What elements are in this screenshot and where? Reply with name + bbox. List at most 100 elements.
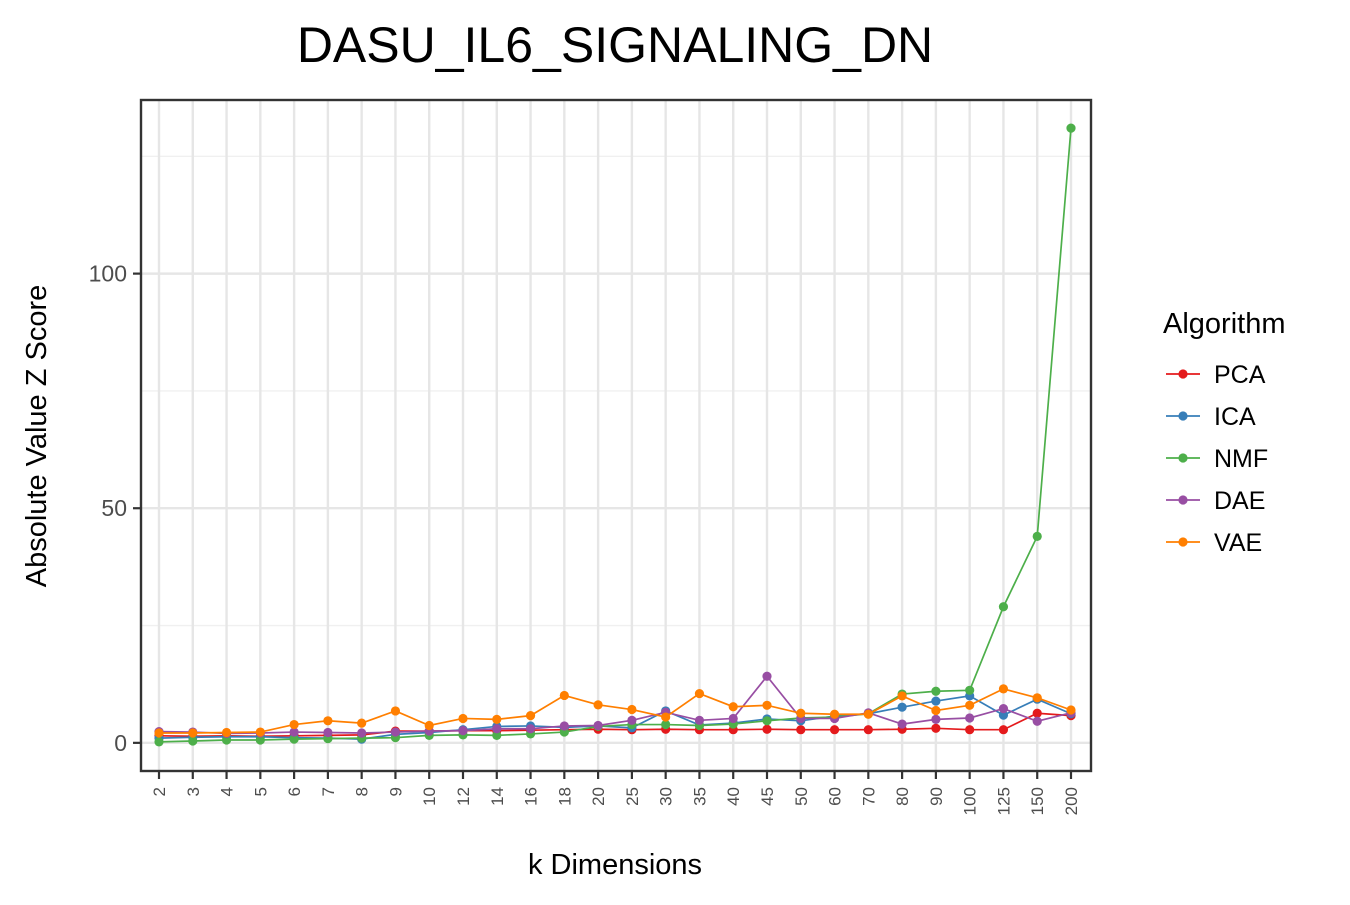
legend-label: NMF bbox=[1214, 445, 1268, 473]
data-point-dae bbox=[390, 727, 401, 737]
data-point-ica bbox=[897, 702, 907, 712]
data-point-vae bbox=[323, 716, 333, 726]
legend-key-point bbox=[1178, 495, 1188, 505]
legend-item-dae: DAE bbox=[1166, 487, 1265, 515]
data-point-vae bbox=[255, 727, 265, 737]
data-point-nmf bbox=[188, 736, 198, 746]
data-point-vae bbox=[829, 709, 840, 719]
series-line-ica bbox=[158, 695, 1072, 740]
data-point-vae bbox=[525, 711, 536, 721]
x-tick-label: 5 bbox=[251, 787, 270, 796]
legend-label: DAE bbox=[1214, 487, 1265, 515]
series-nmf bbox=[154, 123, 1076, 747]
series-line-pca bbox=[158, 712, 1072, 738]
data-point-vae bbox=[661, 712, 671, 722]
data-point-nmf bbox=[492, 730, 502, 740]
y-tick-label: 100 bbox=[89, 261, 127, 287]
data-point-ica bbox=[998, 710, 1009, 720]
data-point-nmf bbox=[762, 716, 772, 726]
data-point-vae bbox=[694, 688, 705, 699]
x-tick-label: 35 bbox=[690, 787, 709, 806]
x-tick-label: 25 bbox=[623, 787, 642, 806]
data-point-dae bbox=[998, 703, 1009, 714]
legend-item-nmf: NMF bbox=[1166, 445, 1268, 473]
data-point-vae bbox=[289, 719, 299, 730]
data-point-vae bbox=[357, 718, 367, 728]
legend-label: VAE bbox=[1214, 529, 1262, 557]
data-point-pca bbox=[829, 725, 840, 735]
data-point-vae bbox=[931, 705, 941, 716]
x-tick-label: 8 bbox=[353, 787, 372, 796]
data-point-vae bbox=[188, 728, 198, 738]
series-line-nmf bbox=[158, 128, 1072, 743]
data-point-pca bbox=[965, 725, 975, 735]
data-point-dae bbox=[728, 713, 738, 724]
data-point-vae bbox=[627, 704, 637, 715]
data-point-vae bbox=[221, 727, 232, 738]
data-point-vae bbox=[1066, 705, 1076, 715]
x-tick-label: 45 bbox=[758, 787, 777, 806]
legend-label: PCA bbox=[1214, 361, 1266, 389]
data-point-nmf bbox=[965, 685, 975, 695]
data-point-dae bbox=[525, 724, 536, 734]
x-tick-label: 80 bbox=[893, 787, 912, 806]
data-point-dae bbox=[458, 726, 468, 736]
legend: Algorithm PCA ICA NMF DAE VAE bbox=[1163, 308, 1286, 557]
plot-panel-border bbox=[139, 98, 1093, 773]
data-point-dae bbox=[897, 719, 907, 729]
data-point-nmf bbox=[154, 737, 164, 747]
data-point-dae bbox=[323, 727, 333, 738]
y-tick-label: 50 bbox=[101, 495, 127, 521]
chart-title: DASU_IL6_SIGNALING_DN bbox=[297, 17, 933, 73]
x-tick-label: 70 bbox=[859, 787, 878, 806]
data-point-nmf bbox=[289, 734, 299, 744]
x-tick-label: 7 bbox=[319, 787, 338, 796]
x-tick-label: 16 bbox=[522, 787, 541, 806]
data-series bbox=[154, 123, 1076, 747]
data-point-dae bbox=[492, 724, 502, 734]
data-point-vae bbox=[390, 706, 401, 716]
data-point-dae bbox=[357, 728, 367, 738]
data-point-vae bbox=[458, 713, 468, 724]
data-point-pca bbox=[762, 724, 772, 734]
x-tick-label: 2 bbox=[150, 787, 169, 796]
data-point-pca bbox=[998, 725, 1009, 735]
data-point-pca bbox=[863, 725, 873, 735]
data-point-vae bbox=[863, 709, 873, 719]
x-tick-label: 40 bbox=[724, 787, 743, 806]
x-tick-label: 90 bbox=[927, 787, 946, 806]
data-point-vae bbox=[154, 728, 164, 738]
data-point-vae bbox=[424, 720, 434, 731]
data-point-pca bbox=[796, 725, 806, 735]
data-point-vae bbox=[762, 700, 772, 710]
legend-item-vae: VAE bbox=[1166, 529, 1262, 557]
series-line-dae bbox=[158, 674, 1072, 735]
data-point-nmf bbox=[255, 735, 265, 745]
x-tick-label: 125 bbox=[994, 787, 1013, 815]
data-point-dae bbox=[762, 671, 772, 681]
x-tick-label: 150 bbox=[1028, 787, 1047, 815]
data-point-dae bbox=[559, 721, 569, 731]
x-tick-label: 200 bbox=[1062, 787, 1081, 815]
x-tick-label: 60 bbox=[826, 787, 845, 806]
data-point-vae bbox=[998, 684, 1009, 694]
x-tick-label: 12 bbox=[454, 787, 473, 806]
x-tick-label: 4 bbox=[218, 787, 237, 796]
data-point-vae bbox=[728, 702, 738, 712]
x-tick-label: 9 bbox=[386, 787, 405, 796]
data-point-dae bbox=[289, 727, 299, 737]
legend-key-point bbox=[1178, 537, 1188, 547]
data-point-dae bbox=[694, 715, 705, 725]
data-point-vae bbox=[1032, 693, 1042, 703]
data-point-dae bbox=[1032, 716, 1042, 726]
x-axis-title: k Dimensions bbox=[528, 849, 702, 881]
x-tick-label: 100 bbox=[961, 787, 980, 815]
legend-item-ica: ICA bbox=[1166, 403, 1256, 431]
legend-key-point bbox=[1178, 453, 1188, 463]
y-tick-label: 0 bbox=[114, 730, 127, 756]
series-vae bbox=[154, 684, 1076, 738]
legend-key-point bbox=[1178, 369, 1188, 379]
